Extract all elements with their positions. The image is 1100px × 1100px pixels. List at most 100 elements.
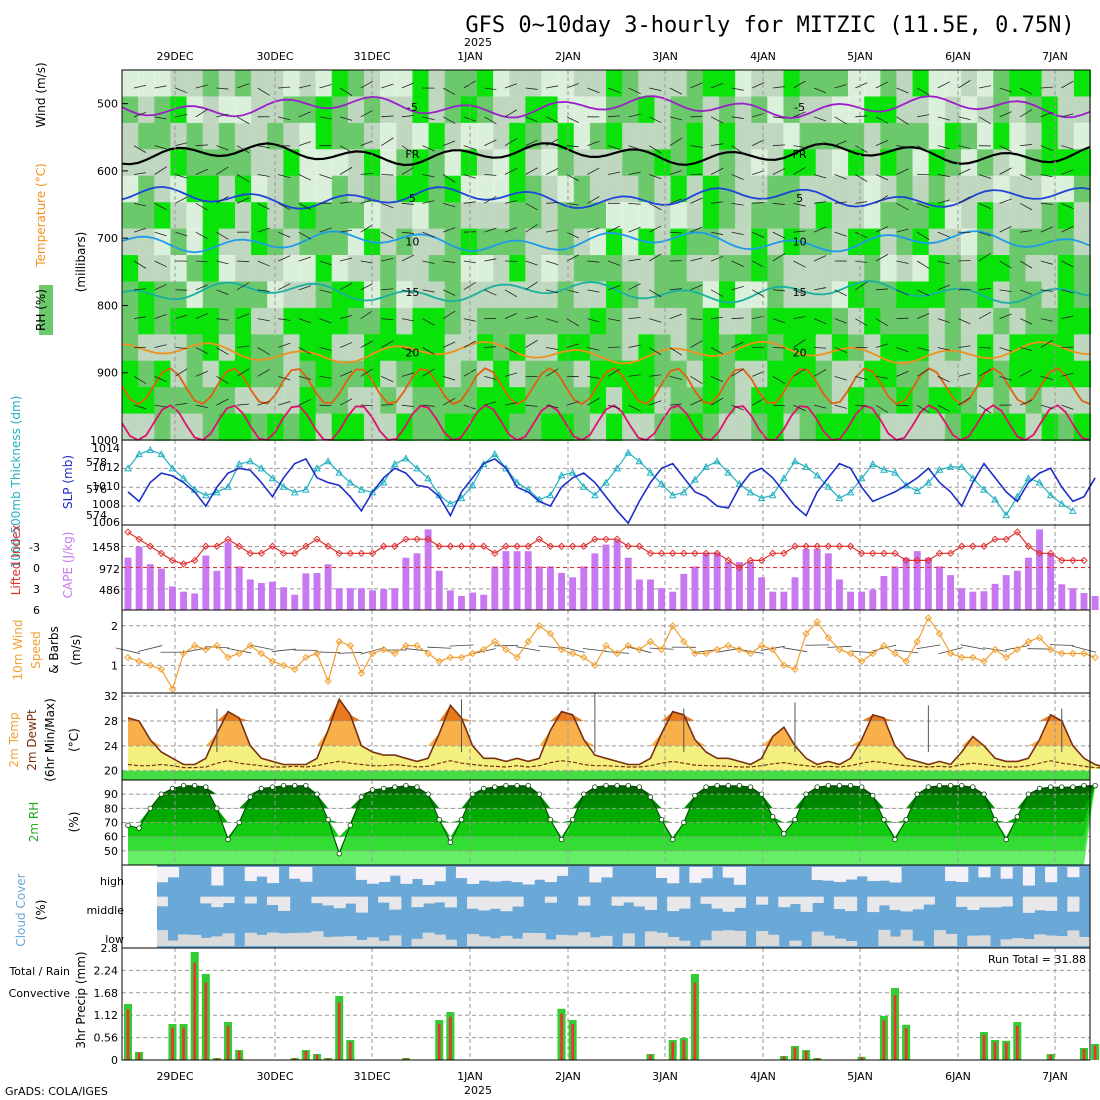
wind-barb [484,258,497,262]
thickness-point [813,471,822,479]
rh-cell [460,96,478,124]
rh-cell [1073,202,1091,230]
rh-cell [880,202,898,230]
cloud-high-gap [856,867,869,877]
rh-cell [880,70,898,98]
rh-cell [251,413,269,441]
rh-cell [509,70,527,98]
li-tick-3: 3 [33,583,40,596]
wind-barb [978,404,992,414]
rh-cell [767,255,785,283]
li-point [179,560,188,568]
wind-barb [401,289,415,294]
wind-barb [875,174,889,181]
rh2m-point [758,791,765,797]
wind-barb [442,174,456,183]
cape-bar [357,588,365,610]
wind10m-barb [271,648,296,652]
cloud-high-gap [1000,867,1013,879]
li-point [502,542,510,550]
rh-cell [347,307,365,336]
slp-line [127,457,1096,525]
rh-legend-swatch [39,285,53,335]
rh-cell [1041,387,1059,415]
precip-ylabel: 3hr Precip (mm) [74,951,88,1048]
li-point [1080,556,1088,565]
rh-cell [202,360,220,389]
wind-barb [978,174,992,179]
rh-cell [299,413,317,441]
cape-bar [169,586,176,610]
wind-barb [278,174,291,179]
wind-barb [175,347,188,349]
cloud-low-gap [389,935,402,946]
rh2m-point [770,814,776,820]
wind-barb [1061,372,1074,377]
precip-conv-bar [693,982,697,1060]
wind-barb [772,202,785,205]
rh-cell [896,334,914,362]
cloud-mid-gap [433,896,446,903]
rh2m-point [458,816,465,823]
rh-cell [460,149,478,177]
wind-barb [916,313,930,320]
wind-barb [875,139,889,147]
rh2m-point [936,782,943,789]
rh-cell [831,255,849,283]
wind-barb [298,231,312,240]
wind-barb [339,166,353,175]
rh-cell [154,70,172,98]
cape-bar [880,576,888,610]
cloud-mid-gap [444,896,457,908]
precip-conv-bar [404,1058,408,1060]
li-point [602,535,610,543]
rh-cell [364,360,382,389]
cape-bar [1069,588,1077,610]
rh-cell [993,307,1011,336]
wind-barb [133,375,147,384]
li-point [946,549,955,558]
wind-barb [319,227,332,233]
wind-barb [154,85,167,89]
rh-cell [347,149,365,177]
top-date-tick-7: 5JAN [847,50,873,63]
cloud-high-gap [522,867,535,885]
rh-cell [702,228,720,256]
li-point [379,542,388,550]
wind-barb [401,115,414,118]
rh2m-point [569,816,576,823]
rh2m-point [258,785,265,792]
thickness-point [513,478,521,486]
rh2m-point [981,791,987,797]
cloud-low-gap [722,930,735,946]
wind-barb [401,82,415,89]
wind-barb [814,287,827,291]
rh2m-point [925,784,932,790]
cloud-low-gap [900,929,913,946]
wind-barb [793,404,806,412]
rh-cell [347,334,365,362]
wind10m-ylabel-a: 10m Wind [11,620,25,681]
rh-cell [751,281,769,309]
wind-barb [1061,289,1074,294]
wind10m-point [568,649,577,658]
wind-barb [1040,318,1053,322]
wind-barb [875,226,889,233]
rh-cell [1057,307,1075,336]
rh-cell [283,255,301,283]
wind10m-point [980,657,988,666]
rh-cell [702,307,720,336]
rh-cell [347,175,365,204]
wind-barb [525,260,538,266]
temp2m-line [127,697,1100,767]
rh-cell [283,96,301,124]
rh-cell [831,122,849,151]
wind-barb [1040,111,1053,118]
wind-barb [731,116,744,119]
rh-cell [670,70,688,98]
wind-barb [896,347,909,353]
rh-cell [138,281,156,309]
rh-cell [170,202,188,230]
wind-barb [566,145,579,148]
li-point [958,542,966,550]
